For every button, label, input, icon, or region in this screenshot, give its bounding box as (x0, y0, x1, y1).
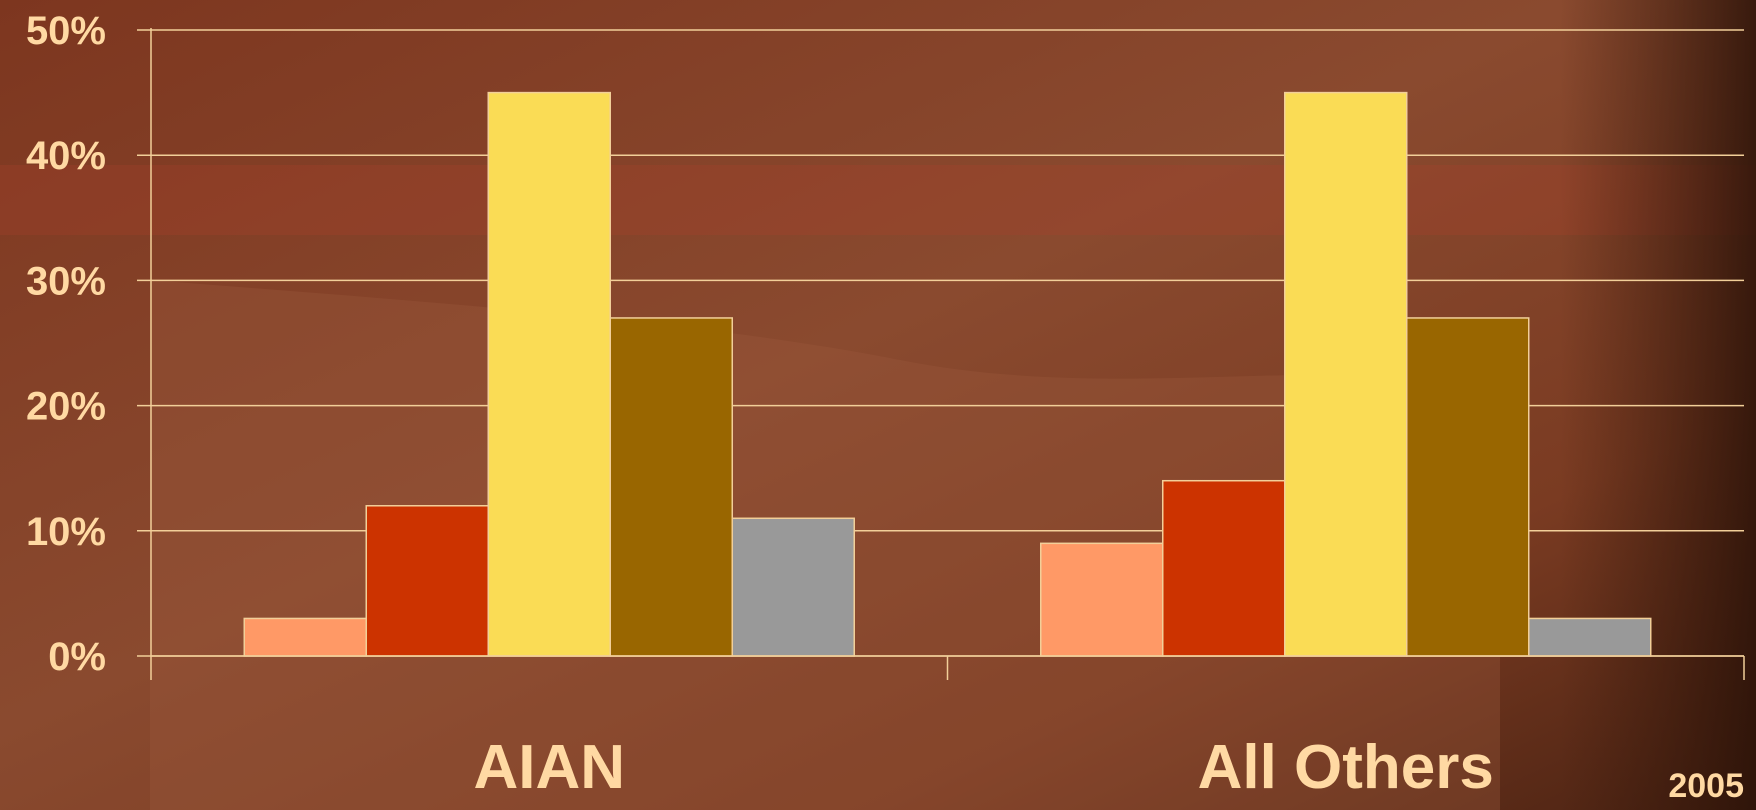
category-label: AIAN (473, 733, 625, 802)
bar-2-2 (1162, 479, 1286, 657)
bar-1-3 (487, 91, 611, 657)
y-tick-label: 0% (48, 635, 106, 679)
y-tick-labels: 0% 10% 20% 30% 40% 50% (26, 9, 106, 679)
bar-1-2 (365, 505, 489, 657)
bar-2-3 (1284, 91, 1408, 657)
y-tick-label: 40% (26, 134, 106, 178)
y-tick-label: 20% (26, 385, 106, 429)
y-tick-label: 50% (26, 9, 106, 53)
bar-2-4 (1406, 317, 1530, 657)
y-tick-label: 30% (26, 259, 106, 303)
category-labels: AIAN All Others (473, 733, 1493, 802)
year-annotation: 2005 (1668, 767, 1744, 805)
y-tick-label: 10% (26, 510, 106, 554)
axes (150, 28, 1745, 680)
bar-1-4 (609, 317, 733, 657)
bar-2-5 (1528, 617, 1652, 657)
bar-1-5 (731, 517, 855, 657)
bar-1-1 (243, 617, 367, 657)
bars (243, 91, 1652, 657)
category-label: All Others (1198, 733, 1494, 802)
bar-2-1 (1040, 542, 1164, 657)
